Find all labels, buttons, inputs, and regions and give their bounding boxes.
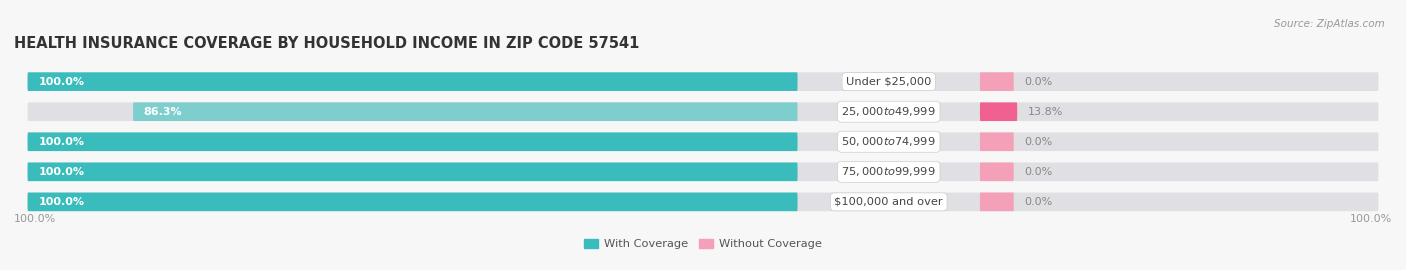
FancyBboxPatch shape [28,193,797,211]
Text: $75,000 to $99,999: $75,000 to $99,999 [842,165,936,178]
Text: 100.0%: 100.0% [14,214,56,224]
Text: $50,000 to $74,999: $50,000 to $74,999 [842,135,936,148]
FancyBboxPatch shape [28,72,797,91]
Text: 0.0%: 0.0% [1025,197,1053,207]
FancyBboxPatch shape [980,133,1014,151]
Text: 0.0%: 0.0% [1025,77,1053,87]
Text: 0.0%: 0.0% [1025,167,1053,177]
Legend: With Coverage, Without Coverage: With Coverage, Without Coverage [579,234,827,254]
Text: 0.0%: 0.0% [1025,137,1053,147]
FancyBboxPatch shape [28,193,1378,211]
FancyBboxPatch shape [28,163,1378,181]
Text: 100.0%: 100.0% [38,137,84,147]
FancyBboxPatch shape [980,163,1014,181]
Text: 100.0%: 100.0% [38,77,84,87]
Text: 100.0%: 100.0% [38,167,84,177]
FancyBboxPatch shape [134,102,797,121]
FancyBboxPatch shape [980,72,1014,91]
Text: Under $25,000: Under $25,000 [846,77,931,87]
FancyBboxPatch shape [28,133,797,151]
FancyBboxPatch shape [28,133,1378,151]
Text: Source: ZipAtlas.com: Source: ZipAtlas.com [1274,19,1385,29]
Text: 86.3%: 86.3% [143,107,183,117]
FancyBboxPatch shape [28,163,797,181]
Text: $100,000 and over: $100,000 and over [834,197,943,207]
Text: $25,000 to $49,999: $25,000 to $49,999 [842,105,936,118]
Text: 100.0%: 100.0% [38,197,84,207]
FancyBboxPatch shape [980,102,1017,121]
Text: HEALTH INSURANCE COVERAGE BY HOUSEHOLD INCOME IN ZIP CODE 57541: HEALTH INSURANCE COVERAGE BY HOUSEHOLD I… [14,36,640,51]
Text: 100.0%: 100.0% [1350,214,1392,224]
FancyBboxPatch shape [28,102,1378,121]
FancyBboxPatch shape [28,72,1378,91]
Text: 13.8%: 13.8% [1028,107,1063,117]
FancyBboxPatch shape [980,193,1014,211]
